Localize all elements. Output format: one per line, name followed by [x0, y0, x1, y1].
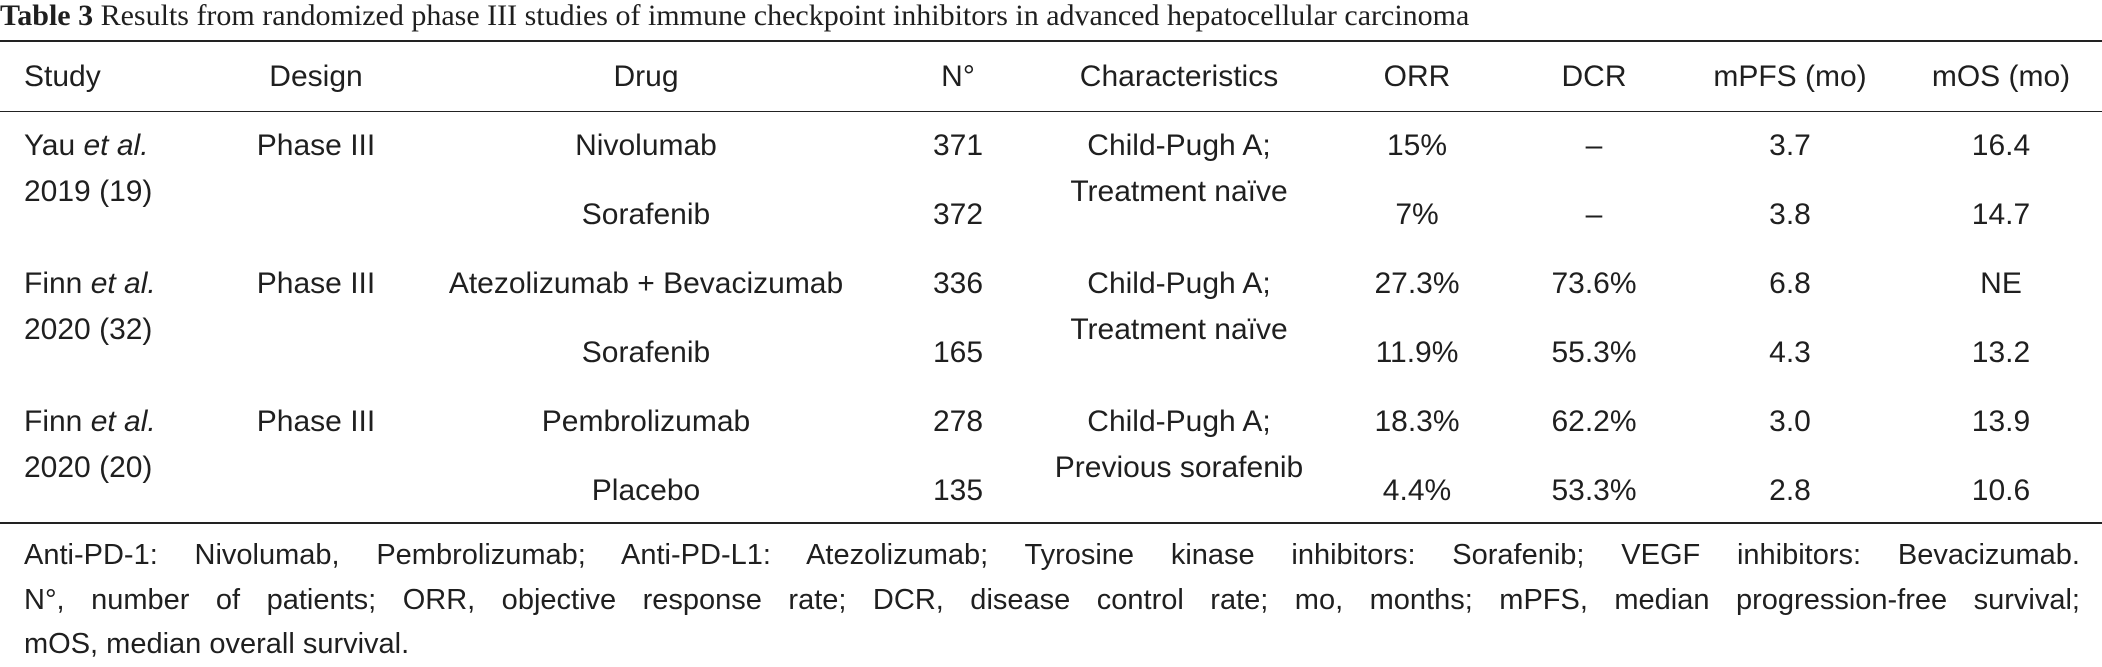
- characteristics-line-2: Treatment naïve: [1070, 313, 1288, 346]
- n-cell: 278: [932, 405, 984, 438]
- n-cell: 371: [932, 129, 984, 162]
- header-design: Design: [269, 60, 363, 93]
- drug-cell: Sorafenib: [581, 336, 711, 369]
- n-cell: 165: [932, 336, 984, 369]
- study-year: 2019 (19): [24, 175, 153, 208]
- mpfs-cell: 2.8: [1769, 474, 1811, 507]
- n-cell: 135: [932, 474, 984, 507]
- mpfs-cell: 3.7: [1769, 129, 1811, 162]
- dcr-cell: –: [1585, 129, 1603, 162]
- mos-cell: NE: [1980, 267, 2022, 300]
- header-mpfs: mPFS (mo): [1713, 60, 1867, 93]
- drug-cell: Placebo: [591, 474, 701, 507]
- n-cell: 336: [932, 267, 984, 300]
- table-label: Table 3: [0, 0, 94, 32]
- table-footnote: Anti-PD-1: Nivolumab, Pembrolizumab; Ant…: [24, 533, 2080, 667]
- characteristics-line-1: Child-Pugh A;: [1087, 267, 1271, 300]
- design-cell: Phase III: [256, 405, 376, 438]
- header-study: Study: [24, 60, 101, 93]
- dcr-cell: 53.3%: [1551, 474, 1637, 507]
- header-characteristics: Characteristics: [1079, 60, 1279, 93]
- drug-cell: Atezolizumab + Bevacizumab: [448, 267, 844, 300]
- header-orr: ORR: [1383, 60, 1451, 93]
- bottom-rule: [0, 522, 2102, 524]
- mpfs-cell: 3.8: [1769, 198, 1811, 231]
- header-mos: mOS (mo): [1931, 60, 2071, 93]
- mos-cell: 10.6: [1971, 474, 2031, 507]
- n-cell: 372: [932, 198, 984, 231]
- characteristics-line-2: Previous sorafenib: [1054, 451, 1304, 484]
- header-n: N°: [941, 60, 975, 93]
- top-rule: [0, 40, 2102, 42]
- mos-cell: 16.4: [1971, 129, 2031, 162]
- characteristics-line-1: Child-Pugh A;: [1087, 405, 1271, 438]
- mos-cell: 13.2: [1971, 336, 2031, 369]
- dcr-cell: 62.2%: [1551, 405, 1637, 438]
- footnote-line: mOS, median overall survival.: [24, 628, 410, 660]
- study-year: 2020 (20): [24, 451, 153, 484]
- header-dcr: DCR: [1561, 60, 1627, 93]
- study-author: Finn et al.: [24, 267, 156, 300]
- drug-cell: Nivolumab: [575, 129, 717, 162]
- footnote-line: Anti-PD-1: Nivolumab, Pembrolizumab; Ant…: [24, 539, 2080, 571]
- characteristics-line-2: Treatment naïve: [1070, 175, 1288, 208]
- orr-cell: 18.3%: [1374, 405, 1460, 438]
- drug-cell: Pembrolizumab: [541, 405, 751, 438]
- orr-cell: 7%: [1395, 198, 1439, 231]
- characteristics-line-1: Child-Pugh A;: [1087, 129, 1271, 162]
- design-cell: Phase III: [256, 129, 376, 162]
- table-title: Results from randomized phase III studie…: [100, 0, 1470, 32]
- drug-cell: Sorafenib: [581, 198, 711, 231]
- study-year: 2020 (32): [24, 313, 153, 346]
- mos-cell: 14.7: [1971, 198, 2031, 231]
- header-rule: [0, 111, 2102, 112]
- header-drug: Drug: [613, 60, 679, 93]
- mpfs-cell: 6.8: [1769, 267, 1811, 300]
- table-caption: Table 3 Results from randomized phase II…: [0, 0, 2102, 38]
- mos-cell: 13.9: [1971, 405, 2031, 438]
- dcr-cell: –: [1585, 198, 1603, 231]
- orr-cell: 11.9%: [1375, 336, 1459, 369]
- study-author: Yau et al.: [24, 129, 149, 162]
- orr-cell: 15%: [1386, 129, 1448, 162]
- footnote-line: N°, number of patients; ORR, objective r…: [24, 583, 2080, 616]
- dcr-cell: 55.3%: [1551, 336, 1637, 369]
- design-cell: Phase III: [256, 267, 376, 300]
- mpfs-cell: 3.0: [1769, 405, 1811, 438]
- mpfs-cell: 4.3: [1769, 336, 1811, 369]
- dcr-cell: 73.6%: [1551, 267, 1637, 300]
- study-author: Finn et al.: [24, 405, 156, 438]
- orr-cell: 4.4%: [1382, 474, 1452, 507]
- orr-cell: 27.3%: [1374, 267, 1460, 300]
